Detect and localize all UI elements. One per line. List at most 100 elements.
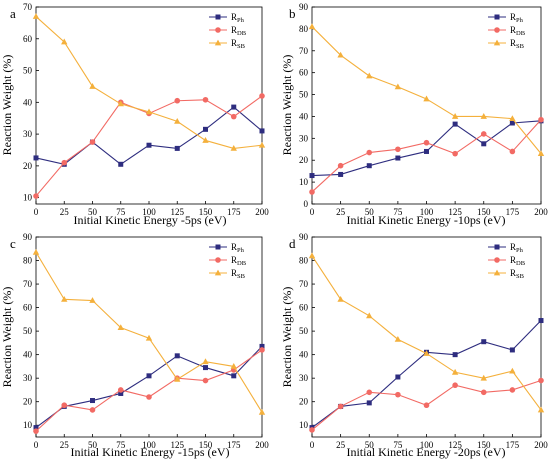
series-db (309, 116, 544, 195)
data-point-triangle (509, 367, 516, 374)
y-axis-label: Reaction Weight (%) (0, 55, 14, 156)
y-tick-label: 10 (299, 420, 309, 430)
series-db (309, 377, 544, 433)
y-tick-label: 60 (299, 68, 309, 78)
series-line (35, 252, 263, 413)
legend-marker-circle (215, 27, 221, 33)
legend-label: RDB (231, 25, 247, 37)
data-point-circle (480, 389, 487, 396)
x-tick-label: 150 (477, 207, 491, 217)
data-point-triangle (117, 100, 124, 107)
data-point-circle (337, 403, 344, 410)
data-point-circle (309, 427, 315, 433)
x-tick-label: 25 (60, 207, 70, 217)
x-tick-label: 50 (365, 440, 375, 450)
y-tick-label: 40 (299, 111, 309, 121)
data-point-triangle (32, 248, 40, 255)
x-tick-label: 125 (448, 207, 462, 217)
data-point-square (538, 318, 544, 324)
data-point-square (118, 161, 124, 167)
y-tick-label: 70 (299, 279, 309, 289)
legend-label: RSB (231, 268, 246, 280)
y-tick-label: 50 (299, 90, 309, 100)
x-tick-label: 50 (88, 207, 98, 217)
data-point-triangle (308, 252, 316, 259)
data-point-triangle (230, 363, 237, 369)
data-point-square (203, 365, 208, 371)
data-point-triangle (537, 150, 545, 157)
data-point-circle (117, 387, 124, 393)
legend-label: RPh (510, 12, 524, 24)
data-point-triangle (89, 83, 96, 89)
x-tick-label: 100 (142, 207, 156, 217)
data-point-square (259, 128, 265, 134)
series-sb (32, 248, 266, 415)
x-tick-label: 200 (255, 207, 269, 217)
y-tick-label: 40 (23, 97, 33, 107)
x-tick-label: 125 (448, 440, 462, 450)
data-point-square (509, 347, 515, 353)
legend-marker-triangle (493, 39, 501, 46)
data-point-circle (259, 347, 265, 353)
data-point-square (118, 390, 124, 396)
panel-letter: c (10, 236, 16, 251)
data-point-square (395, 155, 401, 161)
series-line (311, 255, 542, 411)
data-point-square (366, 400, 372, 406)
y-tick-label: 10 (23, 420, 33, 430)
data-point-circle (509, 148, 516, 155)
legend-marker-square (494, 14, 500, 20)
y-tick-label: 30 (23, 373, 33, 383)
data-point-square (259, 343, 265, 349)
data-point-circle (89, 407, 96, 413)
x-tick-label: 50 (365, 207, 375, 217)
y-tick-label: 0 (304, 199, 309, 209)
data-point-square (509, 120, 515, 126)
plot-frame (311, 6, 542, 205)
x-axis-label: Initial Kinetic Energy -15ps (eV) (70, 445, 229, 459)
x-axis-label: Initial Kinetic Energy -5ps (eV) (73, 213, 226, 227)
data-point-triangle (230, 144, 237, 151)
data-point-circle (366, 389, 373, 396)
legend-marker-triangle (214, 269, 222, 276)
series-line (35, 346, 263, 429)
x-tick-label: 150 (199, 207, 213, 217)
data-point-circle (395, 391, 401, 398)
data-point-circle (452, 382, 458, 389)
data-point-square (395, 374, 401, 380)
x-tick-label: 175 (506, 207, 520, 217)
data-point-circle (202, 377, 209, 384)
data-point-square (146, 373, 152, 379)
x-tick-label: 25 (60, 440, 70, 450)
x-tick-label: 200 (534, 207, 548, 217)
data-point-circle (509, 387, 516, 393)
y-axis-label: Reaction Weight (%) (280, 287, 294, 388)
y-axis-label: Reaction Weight (%) (0, 287, 14, 388)
legend-label: RDB (510, 25, 526, 37)
series-ph (309, 318, 544, 431)
data-point-square (366, 163, 372, 169)
y-tick-label: 90 (299, 2, 309, 12)
data-point-triangle (61, 295, 68, 302)
data-point-triangle (423, 95, 430, 102)
data-point-square (90, 398, 95, 404)
data-point-square (174, 353, 180, 359)
data-point-triangle (258, 408, 266, 415)
data-point-circle (423, 402, 430, 409)
data-point-triangle (145, 334, 153, 341)
y-tick-label: 40 (23, 350, 33, 360)
data-point-triangle (174, 375, 181, 382)
data-point-triangle (394, 335, 402, 342)
legend-marker-triangle (493, 269, 501, 276)
legend-label: RPh (510, 242, 524, 254)
x-tick-label: 0 (310, 207, 315, 217)
x-tick-label: 175 (227, 440, 241, 450)
data-point-circle (480, 131, 487, 137)
y-tick-label: 30 (299, 373, 309, 383)
series-ph (33, 343, 265, 431)
data-point-circle (366, 149, 373, 156)
y-tick-label: 30 (299, 133, 309, 143)
y-tick-label: 60 (23, 34, 33, 44)
